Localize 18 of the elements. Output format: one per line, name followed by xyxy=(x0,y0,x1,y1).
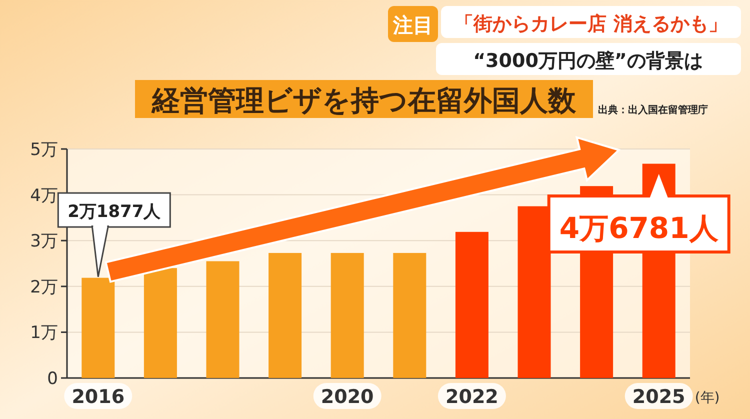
y-tick-label: 1万 xyxy=(30,323,58,344)
y-tick-label: 0 xyxy=(47,369,58,389)
x-tick-label: 2022 xyxy=(446,386,498,408)
annotation: 2万1877人 xyxy=(68,202,162,222)
y-tick-label: 4万 xyxy=(30,186,58,206)
y-tick-label: 3万 xyxy=(30,232,58,252)
x-tick-label: 2016 xyxy=(72,386,125,408)
text: 注目 xyxy=(392,13,433,37)
x-axis-title: (年) xyxy=(694,390,720,406)
y-tick-label: 2万 xyxy=(30,277,58,298)
y-tick-label: 5万 xyxy=(30,140,58,160)
source-note: 出典：出入国在留管理庁 xyxy=(598,104,708,116)
annotation: 4万6781人 xyxy=(559,211,720,245)
chart-title: 経営管理ビザを持つ在留外国人数 xyxy=(151,84,577,117)
x-tick-label: 2020 xyxy=(320,386,374,408)
text: 「街からカレー店 消えるかも」 xyxy=(454,13,728,35)
x-tick-label: 2025 xyxy=(632,386,686,408)
text: “3000万円の壁”の背景は xyxy=(473,50,703,72)
